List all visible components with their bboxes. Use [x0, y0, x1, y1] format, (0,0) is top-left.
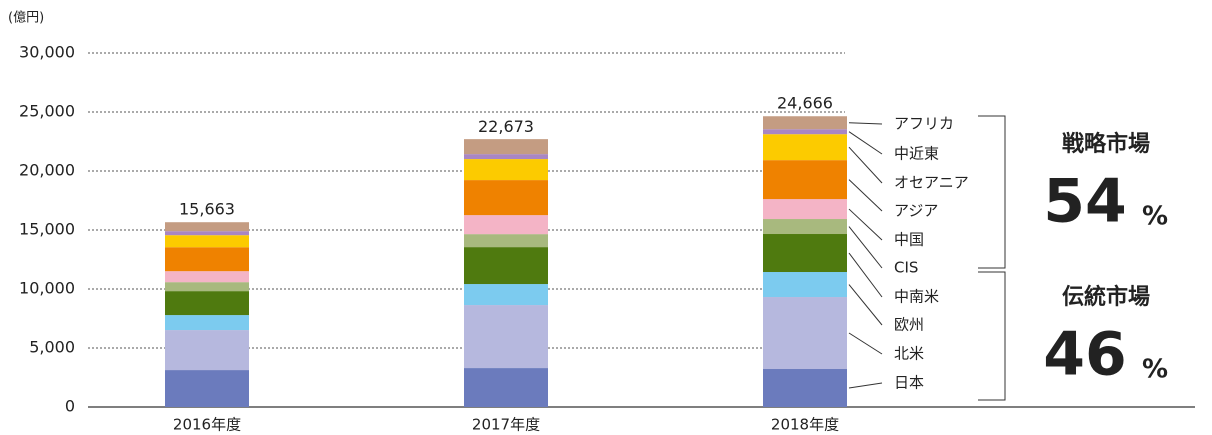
- bar-segment: [464, 139, 548, 155]
- total-label: 22,673: [478, 117, 534, 136]
- bar-segment: [464, 234, 548, 248]
- bar-segment: [165, 271, 249, 283]
- bar-segment: [763, 369, 847, 407]
- legend-label: 中近東: [894, 145, 939, 163]
- y-tick-label: 0: [65, 397, 75, 416]
- legend-label: CIS: [894, 259, 918, 277]
- share-unit: %: [1142, 355, 1168, 385]
- bar-segment: [464, 159, 548, 181]
- bar-segment: [464, 284, 548, 306]
- y-tick-label: 15,000: [19, 220, 75, 239]
- bar-segment: [464, 368, 548, 407]
- total-label: 15,663: [179, 200, 235, 219]
- y-tick-label: 25,000: [19, 102, 75, 121]
- bar-segment: [165, 282, 249, 292]
- bar-segment: [165, 231, 249, 236]
- legend-leader: [848, 131, 883, 155]
- bar-segment: [165, 222, 249, 232]
- legend-leader: [848, 226, 883, 269]
- y-tick-label: 20,000: [19, 161, 75, 180]
- bar-segment: [763, 134, 847, 161]
- legend-label: アフリカ: [894, 115, 954, 133]
- share-name: 戦略市場: [1062, 131, 1150, 157]
- legend-label: オセアニア: [894, 174, 969, 192]
- legend-label: 中国: [894, 231, 924, 249]
- legend-label: アジア: [894, 202, 938, 220]
- bar-segment: [763, 272, 847, 298]
- share-value: 46: [1043, 320, 1127, 390]
- share-name: 伝統市場: [1062, 284, 1150, 310]
- legend-leader: [848, 146, 883, 184]
- bar-segment: [763, 234, 847, 273]
- bar-segment: [763, 199, 847, 220]
- legend-label: 中南米: [894, 288, 939, 306]
- bar-segment: [464, 247, 548, 285]
- x-tick-label: 2016年度: [173, 416, 241, 434]
- legend-leader: [848, 284, 883, 326]
- legend-label: 欧州: [894, 316, 924, 334]
- y-tick-label: 5,000: [29, 338, 75, 357]
- bar-segment: [165, 330, 249, 371]
- y-tick-label: 30,000: [19, 43, 75, 62]
- x-tick-label: 2018年度: [771, 416, 839, 434]
- bar-segment: [464, 180, 548, 216]
- bar-segment: [165, 247, 249, 272]
- bar-segment: [464, 154, 548, 160]
- bar-segment: [464, 215, 548, 235]
- traditional-bracket: [978, 271, 1006, 401]
- legend-leader: [848, 179, 883, 212]
- legend-leader: [848, 208, 883, 241]
- legend-leader: [848, 122, 883, 125]
- bar-segment: [763, 116, 847, 130]
- legend-leader: [848, 252, 883, 298]
- bar-segment: [763, 297, 847, 370]
- strategic-bracket: [978, 115, 1006, 269]
- bar-segment: [763, 129, 847, 135]
- y-tick-label: 10,000: [19, 279, 75, 298]
- bar-segment: [165, 370, 249, 407]
- bar-segment: [763, 160, 847, 200]
- bar-segment: [165, 235, 249, 248]
- legend-label: 北米: [894, 345, 924, 363]
- bar-segment: [165, 315, 249, 331]
- bar-segment: [464, 305, 548, 369]
- share-value: 54: [1043, 167, 1127, 237]
- bar-segment: [763, 219, 847, 235]
- x-tick-label: 2017年度: [472, 416, 540, 434]
- bar-segment: [165, 291, 249, 316]
- share-unit: %: [1142, 202, 1168, 232]
- unit-label: (億円): [8, 10, 44, 26]
- legend-label: 日本: [894, 374, 924, 392]
- legend-leader: [848, 332, 883, 355]
- total-label: 24,666: [777, 93, 833, 112]
- legend-leader: [848, 382, 883, 389]
